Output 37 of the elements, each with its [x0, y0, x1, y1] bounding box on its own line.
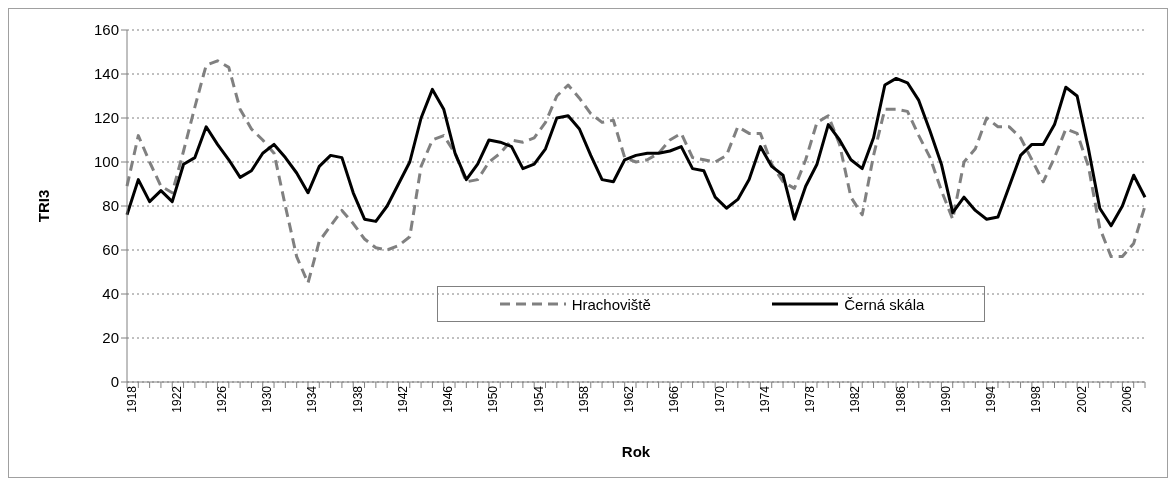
x-tick-label: 1938: [350, 385, 365, 413]
y-axis-title: TRI3: [35, 189, 53, 223]
x-tick-label: 1946: [441, 385, 456, 413]
x-tick-label: 1926: [215, 385, 230, 413]
x-tick-label: 1978: [803, 385, 818, 413]
legend-label: Černá skála: [844, 295, 925, 313]
y-tick-label: 140: [93, 65, 119, 83]
x-tick-label: 1986: [893, 385, 908, 413]
y-tick-label: 0: [110, 373, 119, 391]
x-tick-label: 1962: [622, 385, 637, 413]
x-tick-label: 2006: [1119, 385, 1134, 413]
x-tick-label: 1918: [124, 385, 139, 413]
x-axis-title: Rok: [621, 443, 651, 460]
x-tick-label: 1942: [395, 385, 410, 413]
x-tick-label: 1966: [667, 385, 682, 413]
x-tick-label: 1994: [984, 385, 999, 413]
y-tick-label: 60: [102, 241, 119, 259]
y-tick-label: 40: [102, 285, 119, 303]
x-tick-label: 1982: [848, 385, 863, 413]
x-tick-label: 1950: [486, 385, 501, 413]
legend-label: Hrachoviště: [571, 295, 651, 313]
y-tick-label: 80: [102, 197, 119, 215]
x-tick-label: 1970: [712, 385, 727, 413]
x-tick-label: 1974: [757, 385, 772, 413]
x-tick-label: 1954: [531, 385, 546, 413]
y-tick-label: 20: [102, 329, 119, 347]
y-tick-label: 100: [93, 153, 119, 171]
line-series: [125, 76, 1147, 228]
y-tick-label: 120: [93, 109, 119, 127]
x-tick-label: 1934: [305, 385, 320, 413]
x-tick-label: 1922: [169, 385, 184, 413]
y-tick-label: 160: [93, 21, 119, 39]
x-tick-label: 1998: [1029, 385, 1044, 413]
x-tick-label: 2002: [1074, 385, 1089, 413]
x-tick-label: 1990: [938, 385, 953, 413]
x-tick-label: 1930: [260, 385, 275, 413]
x-tick-label: 1958: [576, 385, 591, 413]
